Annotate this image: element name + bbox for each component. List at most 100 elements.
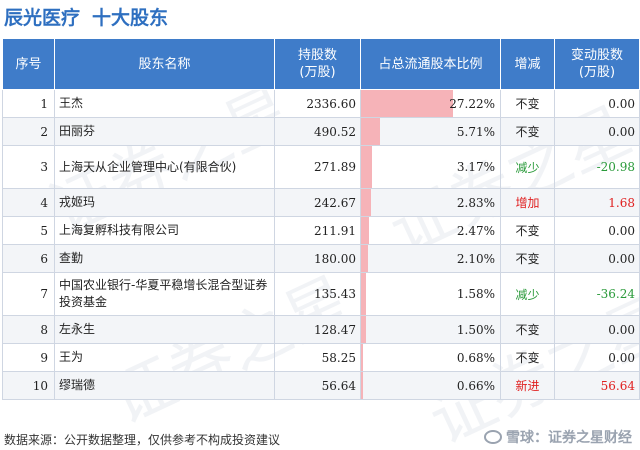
ratio-cell: 3.17% xyxy=(360,145,501,189)
ratio-bar xyxy=(361,273,367,315)
change-status: 不变 xyxy=(500,117,555,146)
shares-held: 135.43 xyxy=(274,272,361,316)
row-index: 7 xyxy=(2,272,55,316)
ratio-cell: 1.58% xyxy=(360,272,501,316)
shareholder-name: 左永生 xyxy=(54,315,275,344)
shareholders-table: 序号 股东名称 持股数 (万股) 占总流通股本比例 增减 变动股数 (万股) 1… xyxy=(2,38,640,400)
table-row: 6 查勤 180.00 2.10% 不变 0.00 xyxy=(2,244,640,273)
change-status: 不变 xyxy=(500,216,555,245)
change-shares: 0.00 xyxy=(554,343,640,372)
change-status: 新进 xyxy=(500,371,555,400)
table-row: 2 田丽芬 490.52 5.71% 不变 0.00 xyxy=(2,117,640,146)
row-index: 2 xyxy=(2,117,55,146)
shares-held: 180.00 xyxy=(274,244,361,273)
ratio-bar xyxy=(361,90,453,117)
ratio-text: 2.10% xyxy=(456,251,495,266)
change-shares: 56.64 xyxy=(554,371,640,400)
shareholder-name: 戎姬玛 xyxy=(54,188,275,217)
table-row: 8 左永生 128.47 1.50% 不变 0.00 xyxy=(2,315,640,344)
shareholder-name: 上海天从企业管理中心(有限合伙) xyxy=(54,145,275,189)
ratio-text: 0.66% xyxy=(456,378,495,393)
table-row: 4 戎姬玛 242.67 2.83% 增加 1.68 xyxy=(2,188,640,217)
ratio-text: 1.50% xyxy=(456,322,495,337)
shares-held: 271.89 xyxy=(274,145,361,189)
brand-footer: 雪球：证券之星财经 xyxy=(484,427,632,447)
table-row: 5 上海复孵科技有限公司 211.91 2.47% 不变 0.00 xyxy=(2,216,640,245)
change-shares: -36.24 xyxy=(554,272,640,316)
table-header-row: 序号 股东名称 持股数 (万股) 占总流通股本比例 增减 变动股数 (万股) xyxy=(2,38,640,90)
ratio-cell: 27.22% xyxy=(360,89,501,118)
ratio-cell: 2.10% xyxy=(360,244,501,273)
ratio-cell: 2.47% xyxy=(360,216,501,245)
ratio-cell: 0.68% xyxy=(360,343,501,372)
change-status: 不变 xyxy=(500,244,555,273)
shareholder-name: 查勤 xyxy=(54,244,275,273)
change-status: 不变 xyxy=(500,315,555,344)
row-index: 6 xyxy=(2,244,55,273)
ratio-text: 5.71% xyxy=(456,124,495,139)
shareholder-name: 中国农业银行-华夏平稳增长混合型证券投资基金 xyxy=(54,272,275,316)
shareholder-name: 上海复孵科技有限公司 xyxy=(54,216,275,245)
change-shares: 0.00 xyxy=(554,315,640,344)
company-title: 辰光医疗 xyxy=(4,6,81,29)
ratio-cell: 5.71% xyxy=(360,117,501,146)
ratio-bar xyxy=(361,146,372,188)
row-index: 5 xyxy=(2,216,55,245)
row-index: 4 xyxy=(2,188,55,217)
header-ratio: 占总流通股本比例 xyxy=(360,38,501,90)
shares-held: 2336.60 xyxy=(274,89,361,118)
change-shares: 0.00 xyxy=(554,89,640,118)
ratio-cell: 2.83% xyxy=(360,188,501,217)
row-index: 10 xyxy=(2,371,55,400)
shareholder-name: 缪瑞德 xyxy=(54,371,275,400)
shares-held: 211.91 xyxy=(274,216,361,245)
header-shares: 持股数 (万股) xyxy=(274,38,361,90)
change-shares: 0.00 xyxy=(554,244,640,273)
change-status: 减少 xyxy=(500,145,555,189)
change-status: 减少 xyxy=(500,272,555,316)
table-row: 1 王杰 2336.60 27.22% 不变 0.00 xyxy=(2,89,640,118)
ratio-bar xyxy=(361,118,381,145)
shares-held: 56.64 xyxy=(274,371,361,400)
section-title: 十大股东 xyxy=(92,6,169,29)
table-row: 9 王为 58.25 0.68% 不变 0.00 xyxy=(2,343,640,372)
ratio-cell: 1.50% xyxy=(360,315,501,344)
ratio-text: 3.17% xyxy=(456,160,495,174)
ratio-bar xyxy=(361,217,370,244)
header-index: 序号 xyxy=(2,38,55,90)
ratio-text: 2.47% xyxy=(456,223,495,238)
change-status: 增加 xyxy=(500,188,555,217)
shares-held: 490.52 xyxy=(274,117,361,146)
ratio-text: 27.22% xyxy=(449,96,495,111)
row-index: 8 xyxy=(2,315,55,344)
table-row: 10 缪瑞德 56.64 0.66% 新进 56.64 xyxy=(2,371,640,400)
table-row: 3 上海天从企业管理中心(有限合伙) 271.89 3.17% 减少 -20.98 xyxy=(2,145,640,189)
shareholder-name: 田丽芬 xyxy=(54,117,275,146)
shares-held: 58.25 xyxy=(274,343,361,372)
ratio-cell: 0.66% xyxy=(360,371,501,400)
shares-held: 242.67 xyxy=(274,188,361,217)
ratio-bar xyxy=(361,344,364,371)
ratio-text: 1.58% xyxy=(456,287,495,301)
table-body: 1 王杰 2336.60 27.22% 不变 0.00 2 田丽芬 490.52 5.71% 不变 0… xyxy=(2,89,640,400)
ratio-text: 0.68% xyxy=(456,350,495,365)
change-shares: 0.00 xyxy=(554,216,640,245)
change-status: 不变 xyxy=(500,343,555,372)
ratio-bar xyxy=(361,372,364,399)
row-index: 9 xyxy=(2,343,55,372)
header-name: 股东名称 xyxy=(54,38,275,90)
snowball-logo-icon xyxy=(484,430,502,444)
ratio-bar xyxy=(361,316,367,343)
ratio-bar xyxy=(361,245,369,272)
table-row: 7 中国农业银行-华夏平稳增长混合型证券投资基金 135.43 1.58% 减少 -36.… xyxy=(2,272,640,316)
shareholder-name: 王杰 xyxy=(54,89,275,118)
row-index: 3 xyxy=(2,145,55,189)
change-shares: -20.98 xyxy=(554,145,640,189)
brand-text: 雪球：证券之星财经 xyxy=(506,430,632,446)
change-shares: 1.68 xyxy=(554,188,640,217)
ratio-text: 2.83% xyxy=(456,195,495,210)
data-source-note: 数据来源：公开数据整理，仅供参考不构成投资建议 xyxy=(4,433,281,447)
header-delta: 变动股数 (万股) xyxy=(554,38,640,90)
row-index: 1 xyxy=(2,89,55,118)
ratio-bar xyxy=(361,189,371,216)
